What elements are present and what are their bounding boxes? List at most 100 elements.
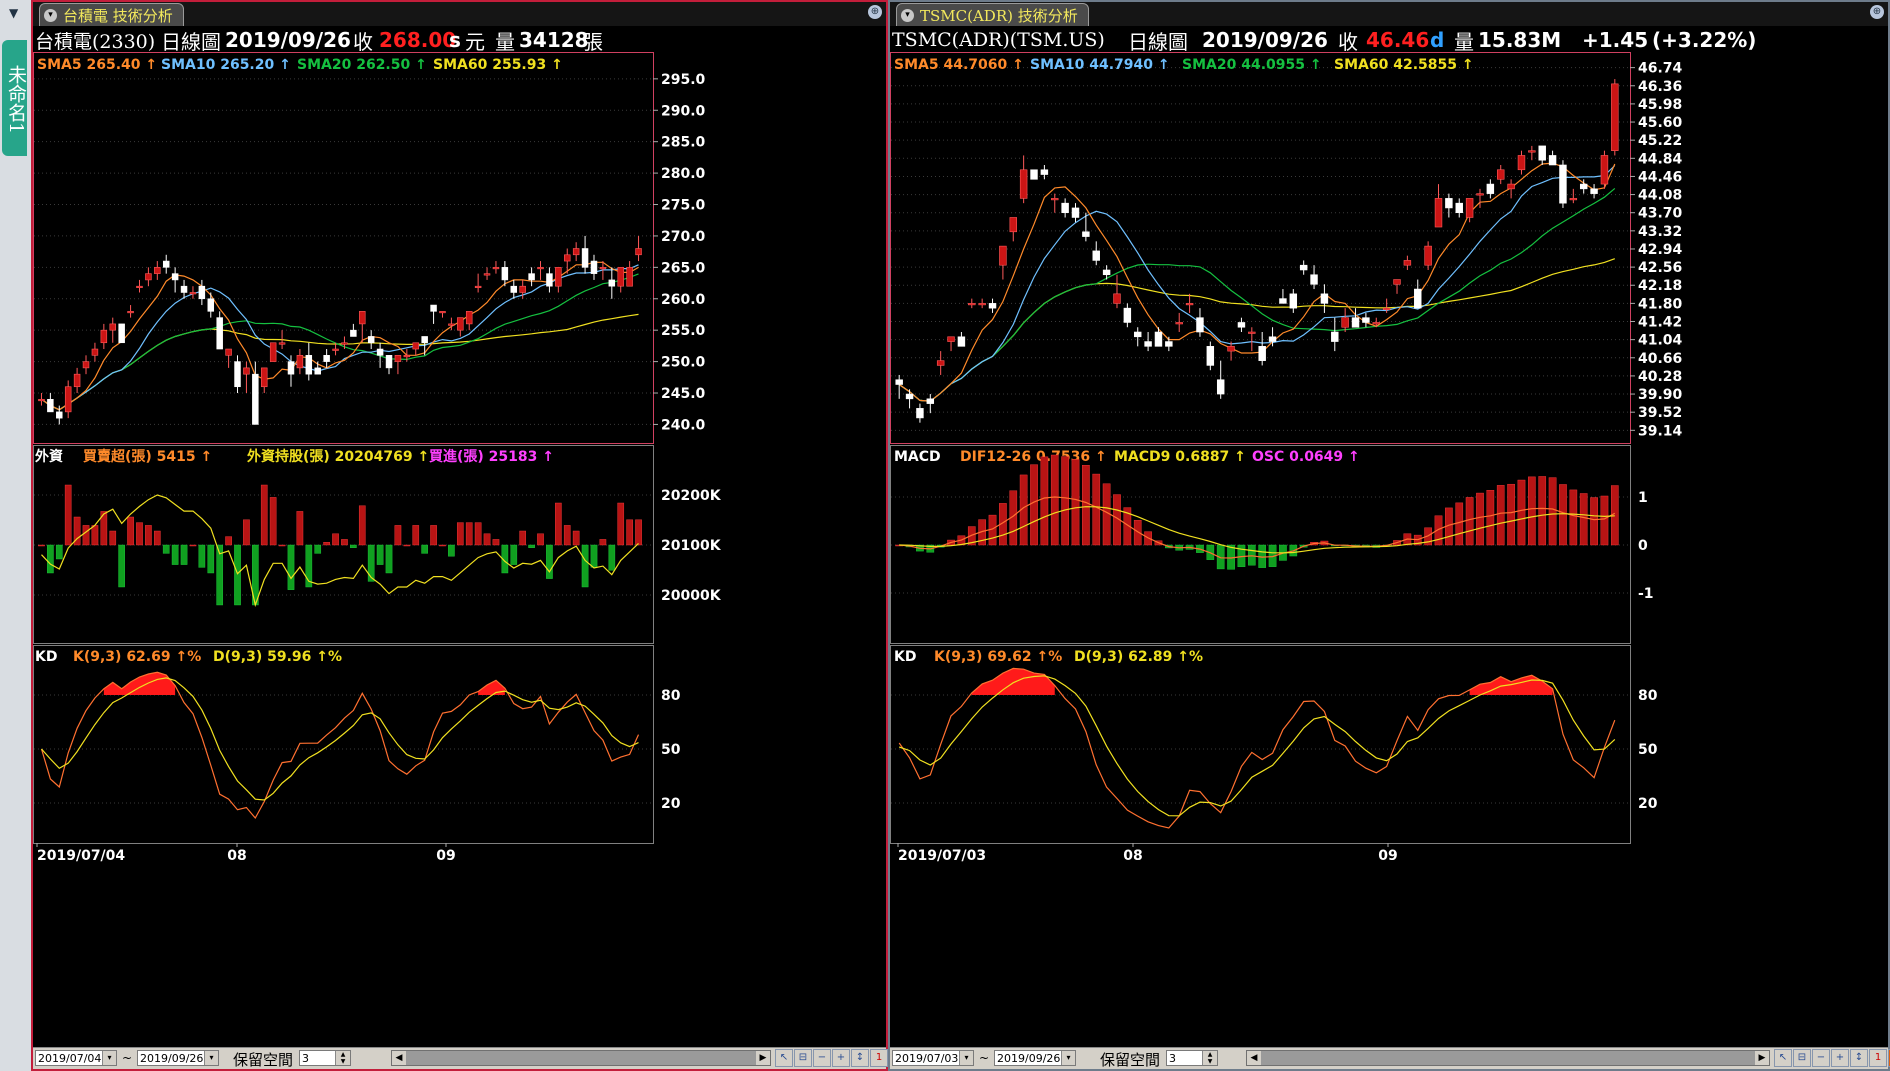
candle-body[interactable] bbox=[1382, 307, 1391, 310]
candle-body[interactable] bbox=[1030, 169, 1038, 180]
workspace-tab[interactable]: 未命名1 bbox=[2, 40, 27, 156]
candle-body[interactable] bbox=[999, 245, 1007, 266]
menu-dot-icon[interactable]: ▾ bbox=[44, 8, 57, 22]
candle-body[interactable] bbox=[207, 298, 215, 312]
candle-body[interactable] bbox=[136, 285, 143, 288]
candle-body[interactable] bbox=[359, 311, 366, 325]
cursor-tool-icon[interactable]: ↖ bbox=[775, 1049, 793, 1067]
zoom-icon[interactable]: ⊕ bbox=[1870, 5, 1884, 19]
chart-scrollbar[interactable]: ◀ ▶ bbox=[391, 1050, 771, 1066]
candle-body[interactable] bbox=[1196, 317, 1204, 333]
candle-body[interactable] bbox=[608, 279, 616, 287]
candle-body[interactable] bbox=[1497, 169, 1505, 180]
candle-body[interactable] bbox=[56, 411, 63, 419]
candle-body[interactable] bbox=[145, 273, 152, 281]
candle-body[interactable] bbox=[47, 398, 54, 413]
zoom-icon[interactable]: ⊕ bbox=[868, 5, 882, 19]
candle-body[interactable] bbox=[916, 408, 924, 419]
candle-body[interactable] bbox=[394, 355, 402, 362]
candle-body[interactable] bbox=[1517, 155, 1526, 171]
candle-body[interactable] bbox=[1134, 331, 1142, 338]
candle-body[interactable] bbox=[528, 273, 535, 281]
candle-body[interactable] bbox=[1299, 264, 1308, 271]
candle-body[interactable] bbox=[1051, 198, 1059, 201]
candle-body[interactable] bbox=[439, 311, 446, 314]
candle-body[interactable] bbox=[296, 355, 304, 369]
chart-area[interactable]: 295.0 290.0 285.0 280.0 275.0 270.0 265.0 260.0… bbox=[33, 52, 886, 1070]
one-icon[interactable]: 1 bbox=[870, 1049, 888, 1067]
candle-body[interactable] bbox=[474, 285, 482, 288]
candle-body[interactable] bbox=[1403, 260, 1412, 266]
candle-body[interactable] bbox=[1248, 331, 1256, 334]
candle-body[interactable] bbox=[1331, 331, 1339, 342]
candle-body[interactable] bbox=[1019, 169, 1028, 199]
candle-body[interactable] bbox=[118, 323, 125, 344]
candle-body[interactable] bbox=[162, 260, 170, 268]
menu-dot-icon[interactable]: ▾ bbox=[901, 8, 914, 22]
crosshair-icon[interactable]: ↕ bbox=[1850, 1049, 1868, 1067]
candle-body[interactable] bbox=[38, 398, 45, 402]
candle-body[interactable] bbox=[1175, 322, 1183, 325]
candle-body[interactable] bbox=[448, 323, 455, 326]
candle-body[interactable] bbox=[617, 267, 624, 287]
candle-body[interactable] bbox=[1320, 293, 1329, 304]
candle-body[interactable] bbox=[1341, 317, 1349, 328]
candle-body[interactable] bbox=[947, 336, 955, 342]
candle-body[interactable] bbox=[1611, 83, 1619, 151]
candle-body[interactable] bbox=[403, 355, 411, 358]
candle-body[interactable] bbox=[988, 303, 997, 309]
candle-body[interactable] bbox=[287, 361, 295, 375]
candle-body[interactable] bbox=[1092, 250, 1100, 261]
candle-body[interactable] bbox=[367, 336, 375, 344]
candle-body[interactable] bbox=[1507, 183, 1515, 190]
candle-body[interactable] bbox=[1071, 207, 1080, 218]
candle-body[interactable] bbox=[243, 367, 250, 375]
candle-body[interactable] bbox=[537, 267, 544, 270]
candle-body[interactable] bbox=[1279, 298, 1287, 304]
candle-body[interactable] bbox=[599, 267, 607, 270]
candle-body[interactable] bbox=[1414, 288, 1422, 309]
candle-body[interactable] bbox=[1185, 303, 1194, 306]
candle-body[interactable] bbox=[341, 342, 348, 345]
candle-body[interactable] bbox=[171, 273, 179, 281]
candle-body[interactable] bbox=[91, 348, 99, 356]
candle-body[interactable] bbox=[189, 292, 197, 295]
candle-body[interactable] bbox=[1351, 317, 1360, 328]
candle-body[interactable] bbox=[1237, 322, 1246, 328]
candle-body[interactable] bbox=[483, 273, 491, 276]
candle-body[interactable] bbox=[1165, 341, 1173, 347]
news-icon[interactable]: 新聞 bbox=[1888, 1049, 1890, 1067]
candle-body[interactable] bbox=[1486, 183, 1495, 194]
candle-body[interactable] bbox=[323, 355, 330, 362]
candle-body[interactable] bbox=[1434, 198, 1443, 228]
candle-body[interactable] bbox=[590, 260, 598, 274]
plus-icon[interactable]: + bbox=[832, 1049, 850, 1067]
candle-body[interactable] bbox=[64, 386, 72, 413]
candle-body[interactable] bbox=[332, 348, 339, 351]
candle-body[interactable] bbox=[1206, 346, 1215, 366]
candle-body[interactable] bbox=[261, 367, 268, 388]
end-date-picker[interactable]: 2019/09/26 ▾ bbox=[994, 1050, 1076, 1066]
candle-body[interactable] bbox=[1590, 188, 1598, 194]
candle-body[interactable] bbox=[1216, 379, 1225, 395]
reserve-space-spinner[interactable]: 3 ▲ ▼ bbox=[1166, 1050, 1218, 1066]
candle-body[interactable] bbox=[234, 361, 241, 388]
candle-body[interactable] bbox=[555, 267, 562, 287]
candle-body[interactable] bbox=[905, 393, 914, 400]
candle-body[interactable] bbox=[581, 248, 589, 268]
plus-icon[interactable]: + bbox=[1831, 1049, 1849, 1067]
candle-body[interactable] bbox=[1154, 331, 1163, 347]
minus-icon[interactable]: − bbox=[813, 1049, 831, 1067]
candle-body[interactable] bbox=[1372, 322, 1380, 325]
candle-body[interactable] bbox=[1289, 293, 1298, 309]
candle-body[interactable] bbox=[100, 329, 108, 344]
candle-body[interactable] bbox=[1227, 346, 1235, 352]
candle-body[interactable] bbox=[510, 285, 518, 293]
cursor-tool-icon[interactable]: ↖ bbox=[1774, 1049, 1792, 1067]
window-tab[interactable]: ▾ TSMC(ADR) 技術分析 bbox=[896, 3, 1089, 27]
candle-body[interactable] bbox=[1476, 193, 1484, 196]
candle-body[interactable] bbox=[1559, 164, 1567, 204]
end-date-picker[interactable]: 2019/09/26 ▾ bbox=[137, 1050, 219, 1066]
minus-icon[interactable]: − bbox=[1812, 1049, 1830, 1067]
candle-body[interactable] bbox=[225, 348, 232, 356]
